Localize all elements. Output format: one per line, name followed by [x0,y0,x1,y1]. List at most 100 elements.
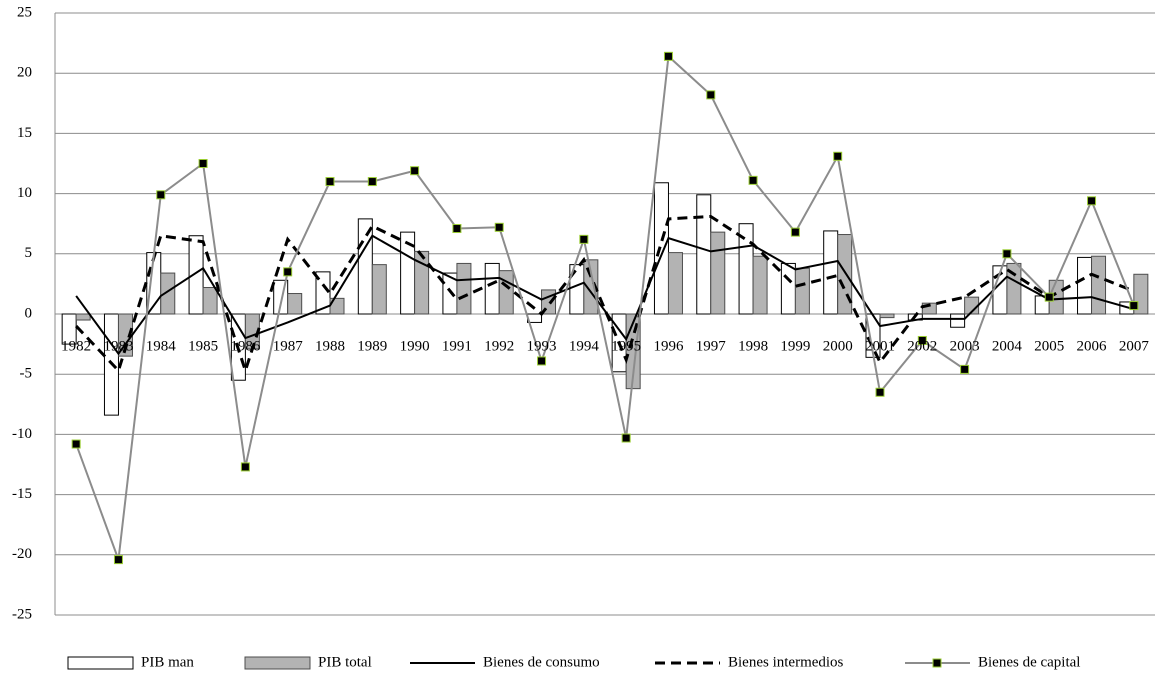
x-tick-label: 2005 [1034,338,1064,354]
marker [156,190,166,200]
marker [706,90,716,100]
marker [71,439,81,449]
bar [287,293,303,315]
marker [579,234,589,244]
marker [198,159,208,168]
bar [357,218,373,315]
x-tick-label: 1993 [527,338,557,354]
x-tick-label: 1998 [738,338,768,354]
bar [1077,256,1093,315]
bar [950,313,966,328]
x-tick-label: 1991 [442,338,472,354]
legend-label: Bienes de capital [978,654,1080,670]
marker [621,433,631,443]
y-tick-label: 25 [17,4,32,20]
y-tick-label: 0 [25,305,33,321]
bar [414,250,430,315]
line [75,234,1135,356]
legend-label: Bienes intermedios [728,654,844,670]
marker [1044,292,1054,302]
line [75,214,1135,376]
bar [498,270,514,315]
legend-label: PIB total [318,654,372,670]
marker [917,335,927,345]
marker [283,267,293,277]
marker [240,462,250,472]
legend-label: PIB man [141,654,194,670]
x-tick-label: 2000 [823,338,853,354]
x-tick-label: 1997 [696,338,727,354]
legend-swatch [67,656,134,670]
x-tick-label: 1989 [357,338,387,354]
marker [367,177,377,187]
x-tick-label: 1990 [400,338,430,354]
y-tick-label: 10 [17,185,32,201]
bar [1006,262,1022,315]
bar [780,262,796,315]
x-tick-label: 1992 [484,338,514,354]
marker [790,227,800,237]
marker [833,151,843,161]
x-tick-label: 2004 [992,338,1023,354]
bar [653,182,669,315]
marker [452,224,462,234]
bar [583,259,599,315]
x-tick-label: 1988 [315,338,345,354]
marker [410,166,420,176]
marker [1087,196,1097,206]
bar [823,230,839,315]
y-tick-label: -15 [12,486,32,502]
marker [748,175,758,185]
marker [325,177,335,187]
legend-label: Bienes de consumo [483,654,600,670]
x-tick-label: 1999 [780,338,810,354]
bar [75,313,91,321]
bar [696,194,712,315]
y-tick-label: -25 [12,606,32,622]
marker [1129,301,1139,311]
x-tick-label: 1982 [61,338,91,354]
x-tick-label: 1983 [103,338,133,354]
x-tick-label: 2003 [950,338,980,354]
x-tick-label: 1995 [611,338,641,354]
marker [663,51,673,61]
x-tick-label: 1987 [273,338,304,354]
x-tick-label: 1994 [569,338,600,354]
bar [484,262,500,315]
marker [494,222,504,232]
x-tick-label: 1986 [230,338,261,354]
x-tick-label: 2002 [907,338,937,354]
x-tick-label: 1996 [653,338,684,354]
y-tick-label: -5 [20,366,33,382]
bar [315,271,331,315]
x-tick-label: 1984 [146,338,177,354]
x-tick-label: 1985 [188,338,218,354]
x-tick-label: 2007 [1119,338,1150,354]
marker [113,555,123,565]
marker [875,387,885,397]
bar [1091,255,1107,315]
y-tick-label: 20 [17,65,32,81]
legend-marker [932,658,942,668]
x-tick-label: 2001 [865,338,895,354]
x-tick-label: 2006 [1077,338,1108,354]
y-tick-label: -10 [12,426,32,442]
marker [1002,249,1012,259]
bar [456,262,472,315]
bar [752,255,768,315]
bar [61,313,77,345]
bar [160,272,176,315]
y-tick-label: 15 [17,125,32,141]
marker [960,364,970,374]
bar [371,264,387,315]
bar [202,287,218,315]
bar [879,313,895,319]
bar [710,231,726,315]
y-tick-label: -20 [12,546,32,562]
legend-swatch [244,656,311,670]
marker [537,356,547,366]
bar [188,235,204,315]
line [75,54,1135,560]
bar [794,267,810,315]
